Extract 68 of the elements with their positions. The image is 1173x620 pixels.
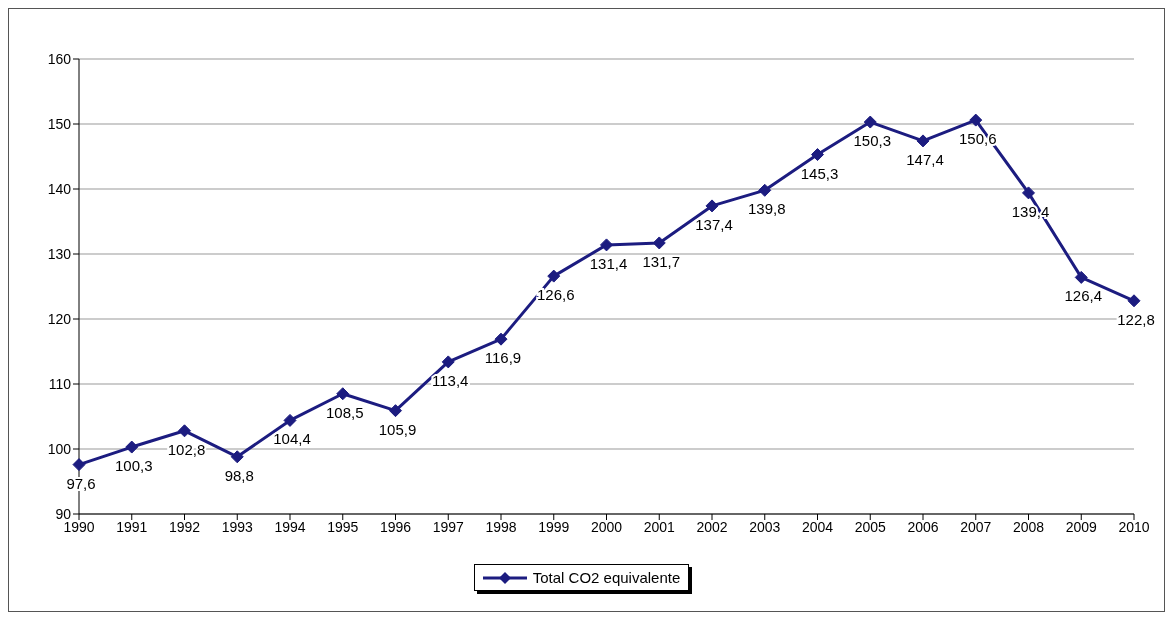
x-tick-label: 1996	[379, 518, 412, 535]
point	[230, 450, 244, 464]
data-label: 126,6	[536, 286, 575, 304]
data-label: 97,6	[66, 474, 96, 492]
x-tick-label: 2004	[801, 518, 834, 535]
data-label: 150,3	[853, 132, 892, 150]
data-label: 131,4	[589, 254, 628, 272]
x-tick-label: 2006	[907, 518, 939, 535]
data-label: 102,8	[167, 440, 206, 458]
data-label: 126,4	[1064, 287, 1103, 305]
x-tick-label: 1994	[274, 518, 306, 535]
point	[916, 134, 930, 148]
x-tick-label: 1995	[327, 518, 359, 535]
y-tick-label: 150	[47, 115, 72, 132]
x-tick-label: 1997	[432, 518, 465, 535]
point	[1127, 294, 1141, 308]
x-tick-label: 2005	[854, 518, 887, 535]
x-tick-label: 2010	[1118, 518, 1150, 535]
point	[389, 404, 402, 418]
point	[652, 236, 666, 250]
y-tick-label: 140	[47, 180, 72, 197]
x-tick-label: 1999	[538, 518, 570, 535]
x-tick-label: 2003	[749, 518, 781, 535]
y-tick-label: 110	[48, 375, 72, 392]
y-tick-label: 130	[47, 245, 72, 262]
y-tick-label: 160	[47, 50, 72, 67]
x-tick-label: 1992	[168, 518, 201, 535]
legend-label: Total CO2 equivalente	[532, 569, 681, 586]
x-tick-label: 1993	[221, 518, 254, 535]
y-tick-label: 100	[47, 440, 72, 457]
point	[547, 269, 561, 283]
data-label: 105,9	[378, 420, 417, 438]
point	[494, 332, 508, 346]
point	[969, 113, 983, 127]
x-tick-label: 2002	[696, 518, 728, 535]
data-label: 131,7	[642, 252, 681, 270]
point	[72, 458, 86, 472]
y-tick-label: 120	[47, 310, 72, 327]
point	[336, 387, 350, 401]
point	[705, 199, 719, 213]
data-label: 139,8	[747, 200, 786, 218]
x-tick-label: 1991	[116, 518, 148, 535]
data-label: 116,9	[484, 349, 522, 367]
x-tick-label: 2008	[1012, 518, 1045, 535]
point	[863, 115, 877, 129]
data-label: 137,4	[695, 215, 733, 233]
point	[283, 413, 297, 427]
point	[1074, 270, 1088, 284]
data-label: 122,8	[1117, 310, 1155, 328]
x-tick-label: 2009	[1065, 518, 1098, 535]
data-label: 147,4	[906, 150, 944, 168]
point	[1022, 186, 1035, 200]
data-label: 100,3	[114, 457, 153, 475]
data-label: 104,4	[273, 430, 311, 448]
point	[125, 440, 139, 454]
point	[758, 183, 772, 197]
point	[811, 148, 824, 162]
x-tick-label: 1998	[485, 518, 517, 535]
point	[441, 355, 455, 369]
data-label: 98,8	[224, 466, 254, 484]
x-tick-label: 2007	[960, 518, 992, 535]
data-label: 145,3	[800, 164, 839, 182]
point	[600, 238, 613, 252]
x-tick-label: 2001	[643, 518, 676, 535]
data-label: 113,4	[432, 371, 469, 389]
point	[178, 424, 191, 438]
data-label: 108,5	[325, 403, 364, 421]
x-tick-label: 2000	[590, 518, 623, 535]
